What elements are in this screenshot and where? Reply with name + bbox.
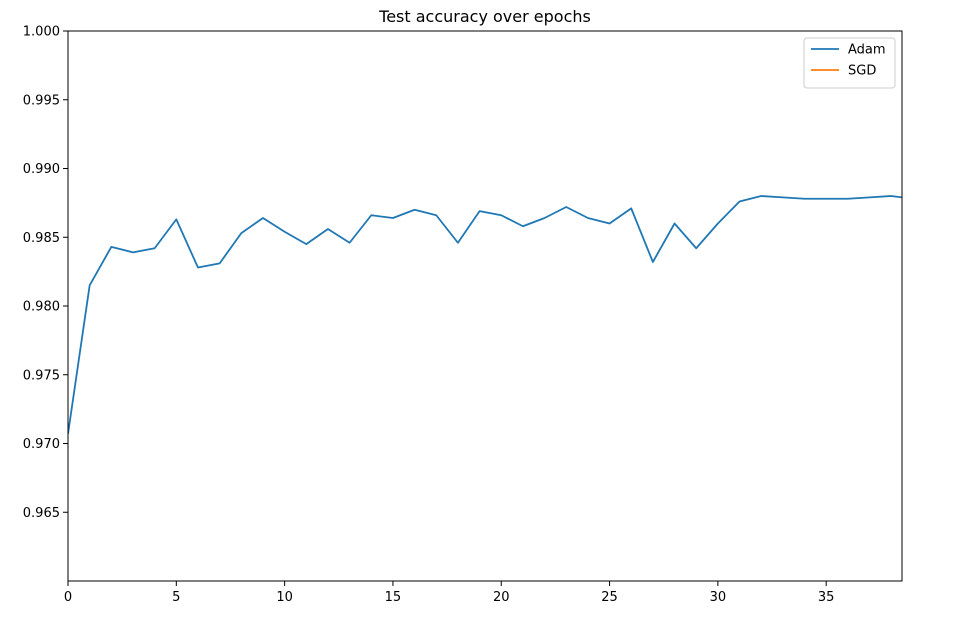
y-tick-label: 0.965	[23, 506, 60, 521]
y-tick-label: 1.000	[23, 25, 60, 40]
x-tick-label: 5	[172, 590, 180, 605]
series-line-adam	[68, 195, 902, 434]
x-tick-label: 10	[276, 590, 293, 605]
legend-label-adam: Adam	[848, 43, 886, 58]
y-tick-label: 0.995	[23, 93, 60, 108]
x-tick-label: 30	[710, 590, 727, 605]
x-tick-label: 35	[818, 590, 835, 605]
y-tick-label: 0.985	[23, 231, 60, 246]
x-axis: 0 5 10 15 20 25 30 35	[64, 581, 835, 605]
x-tick-label: 0	[64, 590, 72, 605]
x-tick-label: 25	[601, 590, 618, 605]
x-tick-label: 15	[385, 590, 402, 605]
y-tick-label: 0.980	[23, 300, 60, 315]
plot-area-frame	[67, 30, 903, 582]
chart-title: Test accuracy over epochs	[378, 7, 591, 26]
y-tick-label: 0.990	[23, 162, 60, 177]
legend-label-sgd: SGD	[848, 64, 876, 79]
x-tick-label: 20	[493, 590, 510, 605]
y-axis: 0.965 0.970 0.975 0.980 0.985 0.990 0.995 1.000	[23, 25, 68, 521]
series-layer	[68, 195, 902, 434]
y-tick-label: 0.970	[23, 437, 60, 452]
y-tick-label: 0.975	[23, 368, 60, 383]
legend-box	[803, 37, 896, 89]
legend: Adam SGD	[803, 37, 896, 89]
